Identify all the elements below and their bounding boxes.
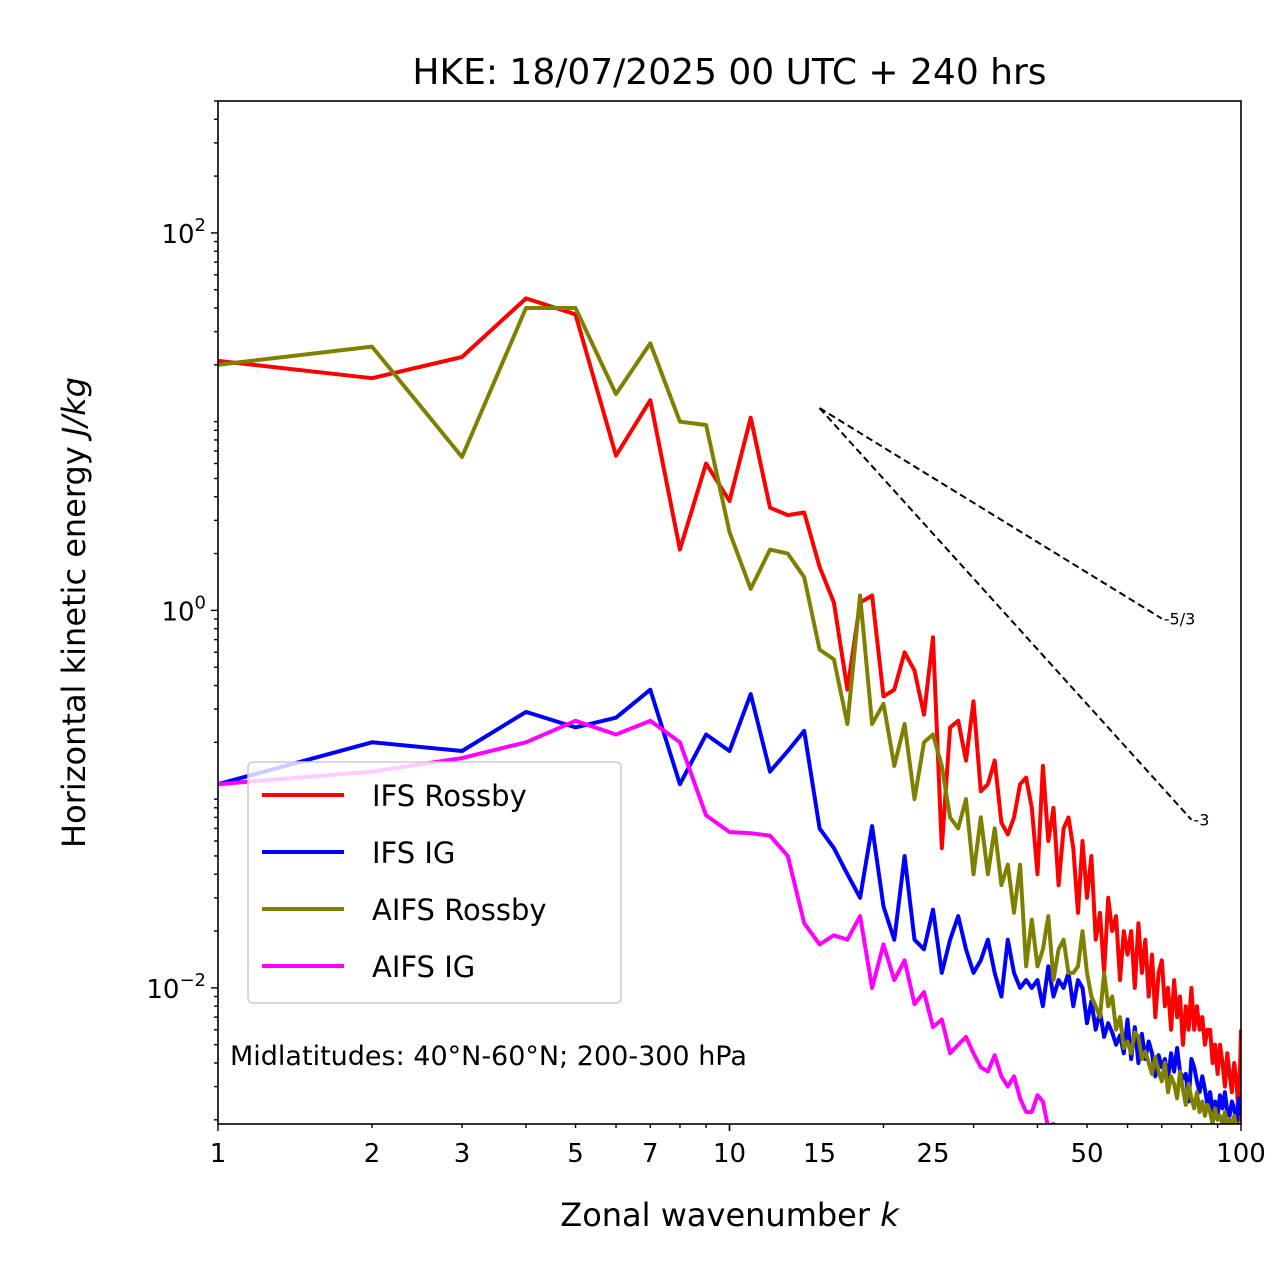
y-axis-ticks: 102 100 10−2 — [146, 100, 218, 1121]
series-line-aifs-ig — [218, 718, 1056, 1124]
y-axis-label-text: Horizontal kinetic energy — [55, 446, 93, 848]
series-layer — [218, 296, 1241, 1124]
y-axis-label-unit: J/kg — [55, 377, 93, 442]
x-tick-label: 25 — [916, 1139, 949, 1169]
reference-line-label-1: -5/3 — [1164, 610, 1196, 629]
x-tick-label: 15 — [803, 1139, 836, 1169]
x-tick-label: 5 — [567, 1139, 584, 1169]
x-tick-label: 2 — [364, 1139, 381, 1169]
legend-label: IFS Rossby — [372, 779, 527, 813]
reference-slope-lines: -5/3 -3 — [818, 407, 1209, 830]
reference-line-2 — [818, 407, 1193, 821]
x-tick-label: 50 — [1070, 1139, 1103, 1169]
legend-label: IFS IG — [372, 836, 455, 870]
legend-label: AIFS Rossby — [372, 893, 547, 927]
x-tick-label: 100 — [1216, 1139, 1266, 1169]
series-line-ifs-ig — [218, 687, 1241, 1124]
x-axis-label-text: Zonal wavenumber — [560, 1196, 871, 1234]
region-annotation: Midlatitudes: 40°N-60°N; 200-300 hPa — [230, 1041, 747, 1072]
reference-line-label-2: -3 — [1193, 811, 1209, 830]
y-tick-label: 100 — [161, 592, 206, 627]
x-tick-label: 10 — [713, 1139, 746, 1169]
legend-entries: IFS Rossby IFS IG AIFS Rossby AIFS IG — [262, 779, 547, 984]
x-tick-label: 1 — [210, 1139, 227, 1169]
legend: IFS Rossby IFS IG AIFS Rossby AIFS IG — [247, 761, 622, 1004]
chart-title: HKE: 18/07/2025 00 UTC + 240 hrs — [412, 52, 1046, 93]
x-axis-ticks: 1 2 3 5 7 10 15 25 50 100 — [210, 1124, 1266, 1169]
legend-box — [247, 761, 622, 1004]
legend-label: AIFS IG — [372, 950, 475, 984]
y-axis-label: Horizontal kinetic energy J/kg — [55, 377, 93, 848]
x-axis-label: Zonal wavenumber k — [560, 1196, 900, 1234]
series-line-aifs-rossby — [218, 306, 1241, 1124]
y-tick-label: 102 — [161, 215, 206, 250]
y-tick-label: 10−2 — [146, 970, 206, 1005]
x-tick-label: 3 — [454, 1139, 471, 1169]
x-tick-label: 7 — [642, 1139, 659, 1169]
reference-line-1 — [819, 407, 1163, 620]
x-axis-label-variable: k — [880, 1196, 900, 1234]
